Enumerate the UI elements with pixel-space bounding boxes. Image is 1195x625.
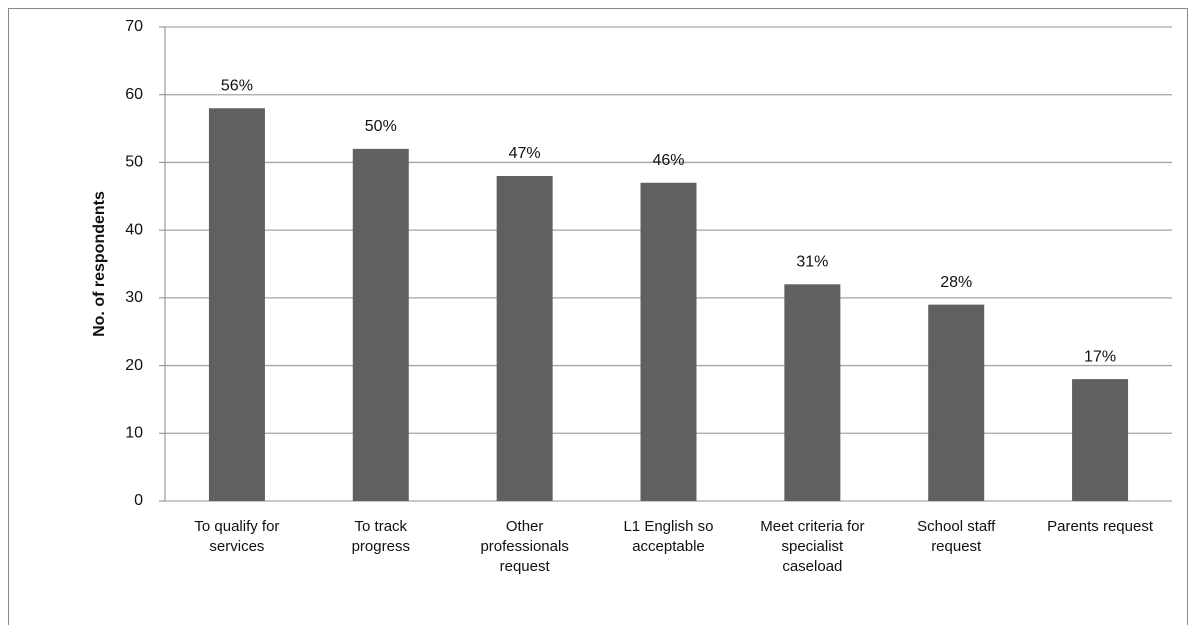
bar — [784, 284, 841, 501]
bar — [640, 182, 697, 501]
x-tick-label: To track — [355, 518, 408, 535]
bar — [1072, 379, 1129, 501]
y-tick-label: 70 — [125, 18, 143, 35]
y-tick-label: 50 — [125, 154, 143, 171]
data-label: 50% — [365, 118, 397, 135]
y-tick-label: 10 — [125, 425, 143, 442]
data-label: 46% — [652, 152, 684, 169]
y-tick-label: 0 — [134, 492, 143, 509]
x-tick-label: acceptable — [632, 538, 705, 555]
chart-frame — [8, 8, 1188, 625]
x-tick-label: caseload — [782, 558, 842, 575]
y-tick-label: 40 — [125, 221, 143, 238]
x-tick-label: request — [931, 538, 982, 555]
x-tick-label: Meet criteria for — [760, 518, 864, 535]
x-tick-label: specialist — [782, 538, 845, 555]
x-tick-label: Parents request — [1047, 518, 1154, 535]
y-tick-label: 60 — [125, 86, 143, 103]
data-label: 47% — [509, 145, 541, 162]
bar — [496, 175, 553, 501]
y-tick-label: 20 — [125, 357, 143, 374]
x-tick-label: To qualify for — [194, 518, 279, 535]
x-tick-label: School staff — [917, 518, 996, 535]
bar — [352, 148, 409, 501]
data-label: 31% — [796, 254, 828, 271]
x-tick-label: Other — [506, 518, 544, 535]
bar — [208, 108, 265, 501]
bar — [928, 304, 985, 501]
data-label: 28% — [940, 274, 972, 291]
y-axis-label: No. of respondents — [91, 191, 108, 337]
data-label: 17% — [1084, 348, 1116, 365]
x-tick-label: progress — [352, 538, 410, 555]
x-tick-label: request — [500, 558, 551, 575]
x-tick-label: L1 English so — [623, 518, 713, 535]
y-tick-label: 30 — [125, 289, 143, 306]
data-label: 56% — [221, 77, 253, 94]
x-tick-label: services — [209, 538, 264, 555]
x-tick-label: professionals — [480, 538, 568, 555]
